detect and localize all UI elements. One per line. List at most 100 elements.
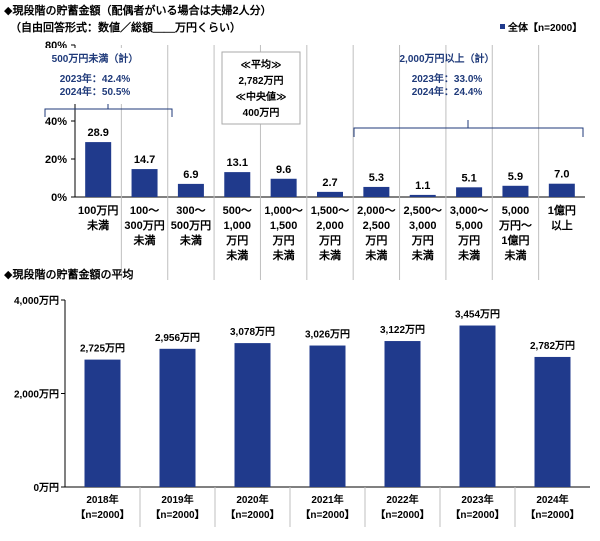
annotation-bg <box>42 48 148 104</box>
data-label: 5.1 <box>461 172 476 184</box>
x-tick-label: 1,500～ <box>311 205 350 217</box>
y-tick-label: 2,000万円 <box>14 389 59 401</box>
x-tick-label: 1,000～ <box>264 205 303 217</box>
x-tick-label: 5,000 <box>502 205 530 217</box>
data-label: 1.1 <box>415 180 430 192</box>
data-label: 9.6 <box>276 164 291 176</box>
x-tick-label: 2,000～ <box>357 205 396 217</box>
annotation-right-line: 2024年：24.4% <box>412 85 483 98</box>
y-tick-label: 20% <box>45 154 67 166</box>
bar <box>456 187 483 197</box>
x-tick-label: 未満 <box>225 248 248 262</box>
legend-label: 全体【n=2000】 <box>507 21 582 34</box>
bracket-right <box>353 120 584 137</box>
x-tick-label: 2024年 <box>536 493 568 506</box>
x-tick-label: 2,500 <box>363 220 391 232</box>
x-tick-label: 未満 <box>364 248 387 262</box>
x-tick-label: 未満 <box>86 218 109 232</box>
bar <box>384 341 421 487</box>
x-tick-label: 【n=2000】 <box>75 508 129 521</box>
x-tick-label: 未満 <box>179 233 202 247</box>
x-tick-label: 1億円 <box>501 233 529 247</box>
x-tick-label: 2,000 <box>316 220 344 232</box>
x-tick-label: 以上 <box>551 218 573 232</box>
annotation-left-title: 500万円未満（計） <box>52 52 139 65</box>
data-label: 14.7 <box>134 154 155 166</box>
x-tick-label: 2022年 <box>386 493 418 506</box>
x-tick-label: 【n=2000】 <box>300 508 354 521</box>
x-tick-label: 万円 <box>364 234 387 247</box>
annotation-left-line: 2023年：42.4% <box>60 72 131 85</box>
x-tick-label: 2019年 <box>161 493 193 506</box>
x-tick-label: 2,500～ <box>403 205 442 217</box>
data-label: 5.9 <box>508 171 523 183</box>
x-tick-label: 2018年 <box>86 493 118 506</box>
bar <box>309 345 346 487</box>
bar <box>270 178 297 197</box>
x-tick-label: 2023年 <box>461 493 493 506</box>
bar <box>85 142 112 197</box>
x-tick-label: 【n=2000】 <box>225 508 279 521</box>
bar <box>534 356 571 487</box>
bar <box>363 186 390 197</box>
annotation-center-line: ≪平均≫ <box>241 58 282 71</box>
x-tick-label: 未満 <box>133 233 156 247</box>
bar <box>177 183 204 197</box>
annotation-left-line: 2024年：50.5% <box>60 85 131 98</box>
bar <box>224 172 251 197</box>
data-label: 2,956万円 <box>155 332 200 344</box>
bar <box>131 169 158 197</box>
chart-title: ◆現段階の貯蓄金額（配偶者がいる場合は夫婦2人分） <box>4 3 272 17</box>
bar <box>409 194 436 197</box>
legend-swatch <box>500 24 505 29</box>
x-tick-label: 300～ <box>176 205 205 217</box>
x-tick-label: 2021年 <box>311 493 343 506</box>
bar <box>502 185 529 197</box>
data-label: 3,078万円 <box>230 326 275 338</box>
annotation-center-line: ≪中央値≫ <box>236 90 287 103</box>
data-label: 3,026万円 <box>305 329 350 341</box>
annotation-right-title: 2,000万円以上（計） <box>399 52 494 65</box>
x-tick-label: 1億円 <box>548 203 576 217</box>
bar <box>84 359 121 487</box>
data-label: 13.1 <box>227 157 248 169</box>
data-label: 5.3 <box>369 172 384 184</box>
data-label: 6.9 <box>183 169 198 181</box>
x-tick-label: 300万円 <box>124 219 164 232</box>
x-tick-label: 【n=2000】 <box>150 508 204 521</box>
x-tick-label: 1,500 <box>270 220 298 232</box>
x-tick-label: 100万円 <box>78 204 118 217</box>
data-label: 3,122万円 <box>380 324 425 336</box>
bar <box>459 325 496 487</box>
y-tick-label: 4,000万円 <box>14 295 59 307</box>
x-tick-label: 未満 <box>457 248 480 262</box>
x-tick-label: 万円 <box>318 234 341 247</box>
x-tick-label: 1,000 <box>224 220 252 232</box>
annotation-right-line: 2023年：33.0% <box>412 72 483 85</box>
x-tick-label: 500万円 <box>171 219 211 232</box>
annotation-center-line: 400万円 <box>243 107 280 119</box>
data-label: 2.7 <box>322 177 337 189</box>
x-tick-label: 【n=2000】 <box>525 508 579 521</box>
chart-subtitle: （自由回答形式：数値／総額＿＿万円くらい） <box>10 20 241 34</box>
annotation-center-box <box>221 51 301 125</box>
x-tick-label: 3,000 <box>409 220 437 232</box>
bar <box>159 348 196 487</box>
x-tick-label: 【n=2000】 <box>450 508 504 521</box>
annotation-center-line: 2,782万円 <box>238 75 283 87</box>
x-tick-label: 万円～ <box>498 219 532 232</box>
x-tick-label: 万円 <box>272 234 295 247</box>
data-label: 2,782万円 <box>530 340 575 352</box>
x-tick-label: 未満 <box>272 248 295 262</box>
y-tick-label: 0% <box>51 192 67 204</box>
bar <box>548 183 575 197</box>
data-label: 28.9 <box>87 127 108 139</box>
x-tick-label: 500～ <box>223 205 252 217</box>
x-tick-label: 万円 <box>225 234 248 247</box>
x-tick-label: 100～ <box>130 205 159 217</box>
data-label: 7.0 <box>554 169 569 181</box>
x-tick-label: 未満 <box>411 248 434 262</box>
x-tick-label: 万円 <box>457 234 480 247</box>
